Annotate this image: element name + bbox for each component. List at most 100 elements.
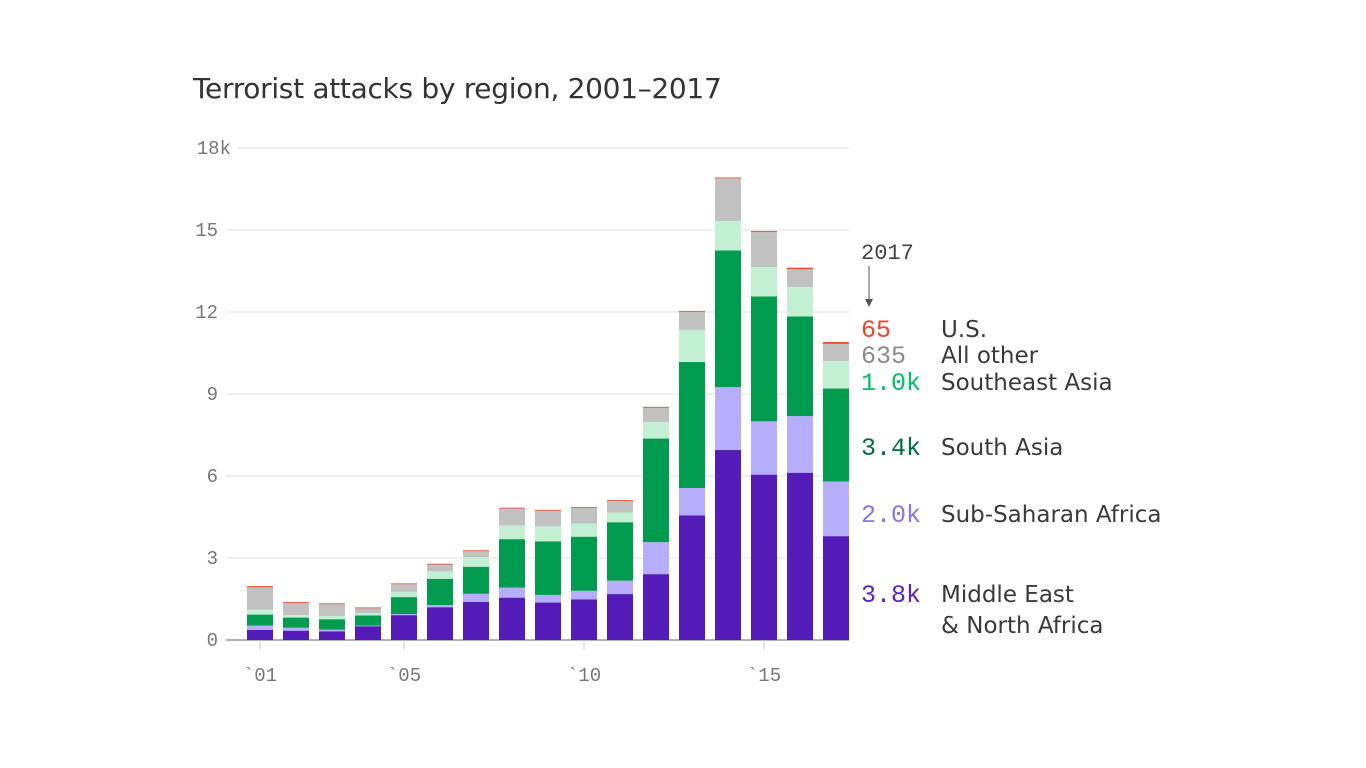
bar-segment [643, 574, 669, 640]
bar-segment [643, 406, 669, 408]
y-tick-label: 6 [207, 466, 218, 488]
bar-segment [283, 627, 309, 631]
bar-segment [355, 607, 381, 609]
bar-segment [679, 329, 705, 363]
legend-value: 635 [861, 342, 906, 371]
bar-segment [643, 422, 669, 439]
bar-segment [355, 607, 381, 614]
bar-segment [643, 438, 669, 543]
bar-segment [823, 361, 849, 389]
legend-label: South Asia [941, 435, 1063, 461]
bar-segment [283, 615, 309, 618]
bar-segment [247, 629, 273, 640]
bar-segment [463, 550, 489, 552]
bar-segment [679, 310, 705, 312]
bar-segment [571, 507, 597, 508]
legend-label: U.S. [941, 317, 987, 343]
bar-segment [535, 526, 561, 542]
bar-segment [427, 563, 453, 565]
bar-segment [391, 614, 417, 616]
legend-value: 3.8k [861, 581, 921, 610]
bar-segment [607, 522, 633, 581]
bar-segment [679, 515, 705, 640]
chart-title: Terrorist attacks by region, 2001–2017 [193, 72, 722, 105]
bar-segment [751, 267, 777, 297]
bar-segment [427, 605, 453, 608]
bar-segment [355, 615, 381, 626]
legend-value: 3.4k [861, 434, 921, 463]
bar-segment [283, 630, 309, 640]
y-tick-label: 3 [207, 548, 218, 570]
bar-segment [355, 613, 381, 616]
legend-label-line: Middle East [941, 582, 1074, 608]
bar-segment [319, 631, 345, 640]
bar-segment [463, 593, 489, 603]
bar-segment [247, 587, 273, 610]
bar-segment [463, 566, 489, 594]
bar-segment [319, 604, 345, 616]
bar-segment [535, 541, 561, 595]
bar-segment [787, 267, 813, 270]
bar-segment [607, 580, 633, 595]
legend-value: 2.0k [861, 501, 921, 530]
bar-segment [607, 594, 633, 640]
bar-segment [427, 578, 453, 606]
bar-segment [751, 421, 777, 475]
bar-segment [571, 599, 597, 640]
bar-segment [427, 564, 453, 572]
bar-segment [283, 602, 309, 603]
bar-segment [787, 287, 813, 317]
bar-segment [247, 609, 273, 615]
bar-segment [391, 591, 417, 598]
x-tick-label: `15 [747, 665, 781, 687]
legend-label-line: & North Africa [941, 613, 1103, 639]
annotation-year: 2017 [861, 241, 914, 266]
bar-segment [571, 523, 597, 537]
bar-segment [607, 500, 633, 501]
bar-segment [463, 557, 489, 567]
bar-segment [787, 269, 813, 288]
y-tick-label: 0 [207, 630, 218, 652]
legend-label: Sub-Saharan Africa [941, 502, 1161, 528]
bar-segment [427, 607, 453, 640]
bar-segment [787, 316, 813, 417]
bar-segment [427, 571, 453, 579]
bar-segment [823, 343, 849, 362]
y-tick-label: 9 [207, 384, 218, 406]
bar-segment [463, 602, 489, 640]
bar-segment [391, 584, 417, 592]
bar-segment [607, 512, 633, 523]
bar-segment [679, 488, 705, 516]
bar-segment [823, 342, 849, 344]
bar-segment [715, 177, 741, 179]
bar-segment [247, 586, 273, 588]
bar-segment [319, 603, 345, 605]
bar-segment [499, 587, 525, 598]
x-tick-label: `10 [567, 665, 601, 687]
legend-value: 65 [861, 316, 891, 345]
bar-segment [499, 525, 525, 540]
bar-segment [391, 597, 417, 615]
bar-segment [391, 583, 417, 585]
bar-segment [355, 625, 381, 627]
bar-segment [535, 510, 561, 527]
bar-segment [715, 178, 741, 221]
legend-label: Southeast Asia [941, 370, 1113, 396]
bar-segment [499, 539, 525, 588]
bar-segment [247, 614, 273, 626]
bar-segment [283, 617, 309, 628]
bar-segment [607, 500, 633, 513]
bar-segment [679, 311, 705, 330]
bar-segment [319, 619, 345, 630]
bar-segment [751, 474, 777, 640]
y-tick-label: 12 [195, 302, 218, 324]
arrow-down-icon [865, 299, 873, 307]
bar-segment [319, 629, 345, 632]
bar-segment [715, 250, 741, 388]
bar-segment [283, 602, 309, 616]
bar-segment [535, 602, 561, 640]
bar-segment [499, 597, 525, 640]
bar-segment [751, 296, 777, 422]
bar-segment [319, 615, 345, 620]
